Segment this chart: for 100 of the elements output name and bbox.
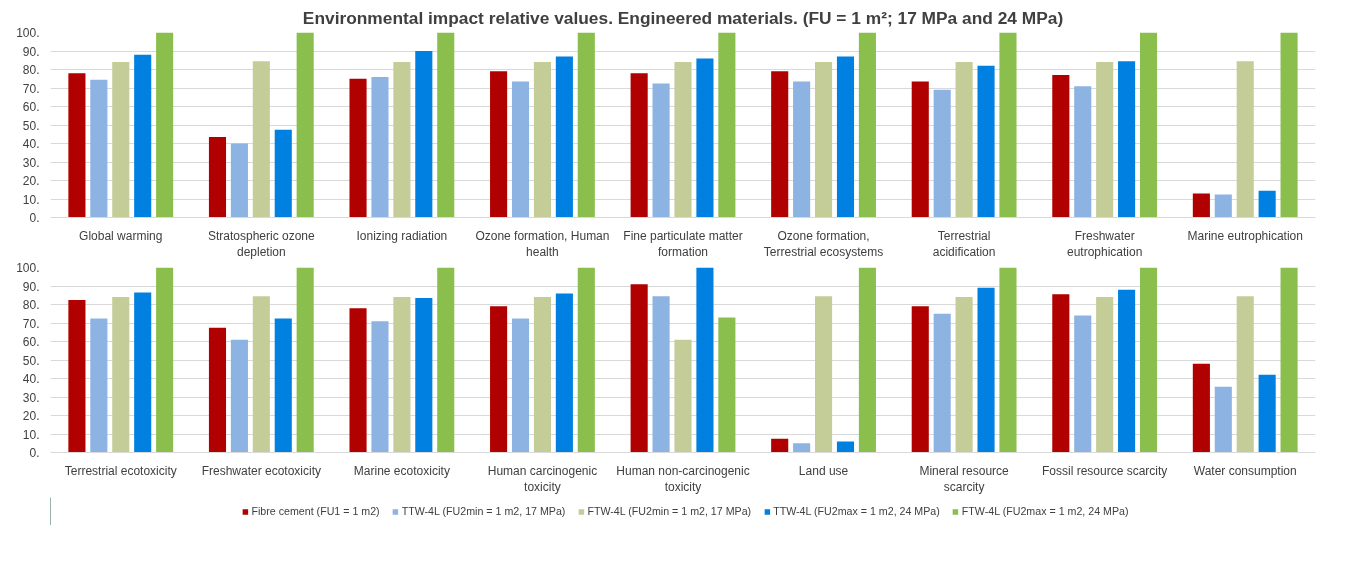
bar <box>577 267 595 453</box>
bar <box>208 327 227 453</box>
legend-label: TTW-4L (FU2min = 1 m2, 17 MPa) <box>401 505 566 517</box>
bar <box>112 62 130 218</box>
bar <box>858 32 876 218</box>
y-tick-label: 70. <box>22 316 40 331</box>
bar <box>674 339 692 453</box>
bar <box>836 441 855 453</box>
y-tick-label: 100. <box>16 26 40 40</box>
bar <box>1096 62 1114 218</box>
y-tick-label: 20. <box>22 409 40 423</box>
bar <box>230 143 248 218</box>
bar <box>415 298 433 453</box>
bar <box>1192 193 1210 218</box>
bar <box>1280 32 1298 218</box>
x-tick-label: Water consumption <box>1193 463 1297 478</box>
bar <box>696 58 714 218</box>
x-tick-label: Terrestrial ecotoxicity <box>64 463 177 478</box>
bar <box>274 129 292 218</box>
legend-label: Fibre cement (FU1 = 1 m2) <box>251 505 380 517</box>
bar <box>999 32 1017 218</box>
bar <box>1214 386 1232 453</box>
bar <box>274 318 292 453</box>
y-tick-label: 40. <box>22 137 40 151</box>
bar <box>674 62 692 218</box>
bar <box>1074 86 1092 218</box>
bar <box>1280 267 1298 453</box>
x-tick-label: Fossil resource scarcity <box>1041 463 1168 478</box>
bar <box>415 51 433 218</box>
x-tick-label: Ionizing radiation <box>356 228 448 243</box>
bar <box>1096 297 1114 453</box>
y-tick-label: 40. <box>22 372 40 386</box>
bar <box>718 317 736 453</box>
bar <box>1258 374 1276 453</box>
x-tick-label: Stratospheric ozone depletion <box>207 228 316 260</box>
bar <box>1258 190 1276 218</box>
bar <box>156 32 174 218</box>
legend-label: FTW-4L (FU2max = 1 m2, 24 MPa) <box>961 505 1129 517</box>
y-tick-label: 90. <box>22 279 40 294</box>
bar <box>156 267 174 453</box>
bar <box>1052 294 1070 453</box>
bar <box>393 62 411 218</box>
bar <box>718 32 736 218</box>
bar <box>90 79 108 218</box>
bar <box>134 54 152 218</box>
bar <box>977 287 995 453</box>
bar <box>652 83 670 218</box>
y-tick-label: 0. <box>29 446 40 460</box>
x-tick-label: Fine particulate matter formation <box>623 228 743 260</box>
y-tick-label: 30. <box>22 155 40 170</box>
bar <box>511 81 530 218</box>
bar <box>955 297 973 453</box>
bar <box>858 267 876 453</box>
y-tick-label: 80. <box>22 298 40 312</box>
bar <box>1074 315 1092 453</box>
bar <box>490 306 508 453</box>
bar <box>1139 32 1158 218</box>
bar <box>652 296 670 453</box>
bar <box>630 73 648 218</box>
bar <box>696 267 714 453</box>
bar <box>1236 61 1254 218</box>
x-tick-label: Freshwater ecotoxicity <box>201 463 322 478</box>
bar <box>1052 75 1070 218</box>
bar <box>1192 363 1210 453</box>
y-tick-label: 60. <box>22 100 40 114</box>
bar <box>68 73 86 218</box>
y-tick-label: 0. <box>29 211 40 225</box>
bar <box>911 81 929 218</box>
bar <box>437 32 455 218</box>
bar <box>511 318 530 453</box>
bar <box>630 284 648 453</box>
chart-title: Environmental impact relative values. Engineered materials. (FU = 1 m²; 17 MPa and 24 MPa) <box>302 7 1064 28</box>
y-tick-label: 100. <box>16 261 40 275</box>
y-tick-label: 10. <box>22 427 40 442</box>
bar <box>977 65 995 218</box>
bar <box>296 267 314 453</box>
x-tick-label: Marine eutrophication <box>1187 228 1303 243</box>
bar <box>208 137 227 218</box>
bar <box>793 81 811 218</box>
x-tick-label: Human carcinogenic toxicity <box>487 463 598 495</box>
y-tick-label: 80. <box>22 63 40 77</box>
bar <box>955 62 973 218</box>
y-tick-label: 60. <box>22 335 40 349</box>
bar <box>1236 296 1254 453</box>
bar <box>793 443 811 453</box>
bar <box>577 32 595 218</box>
y-tick-label: 70. <box>22 81 40 96</box>
y-tick-label: 20. <box>22 174 40 188</box>
bar <box>933 313 951 453</box>
bar <box>933 89 951 218</box>
bar <box>296 32 314 218</box>
bar <box>437 267 455 453</box>
bar <box>911 306 929 453</box>
x-tick-label: Land use <box>798 463 849 478</box>
y-tick-label: 50. <box>22 118 40 133</box>
bar <box>252 61 270 218</box>
bar <box>815 296 833 453</box>
legend-label: FTW-4L (FU2min = 1 m2, 17 MPa) <box>587 505 752 517</box>
bar <box>999 267 1017 453</box>
bar <box>349 78 367 218</box>
